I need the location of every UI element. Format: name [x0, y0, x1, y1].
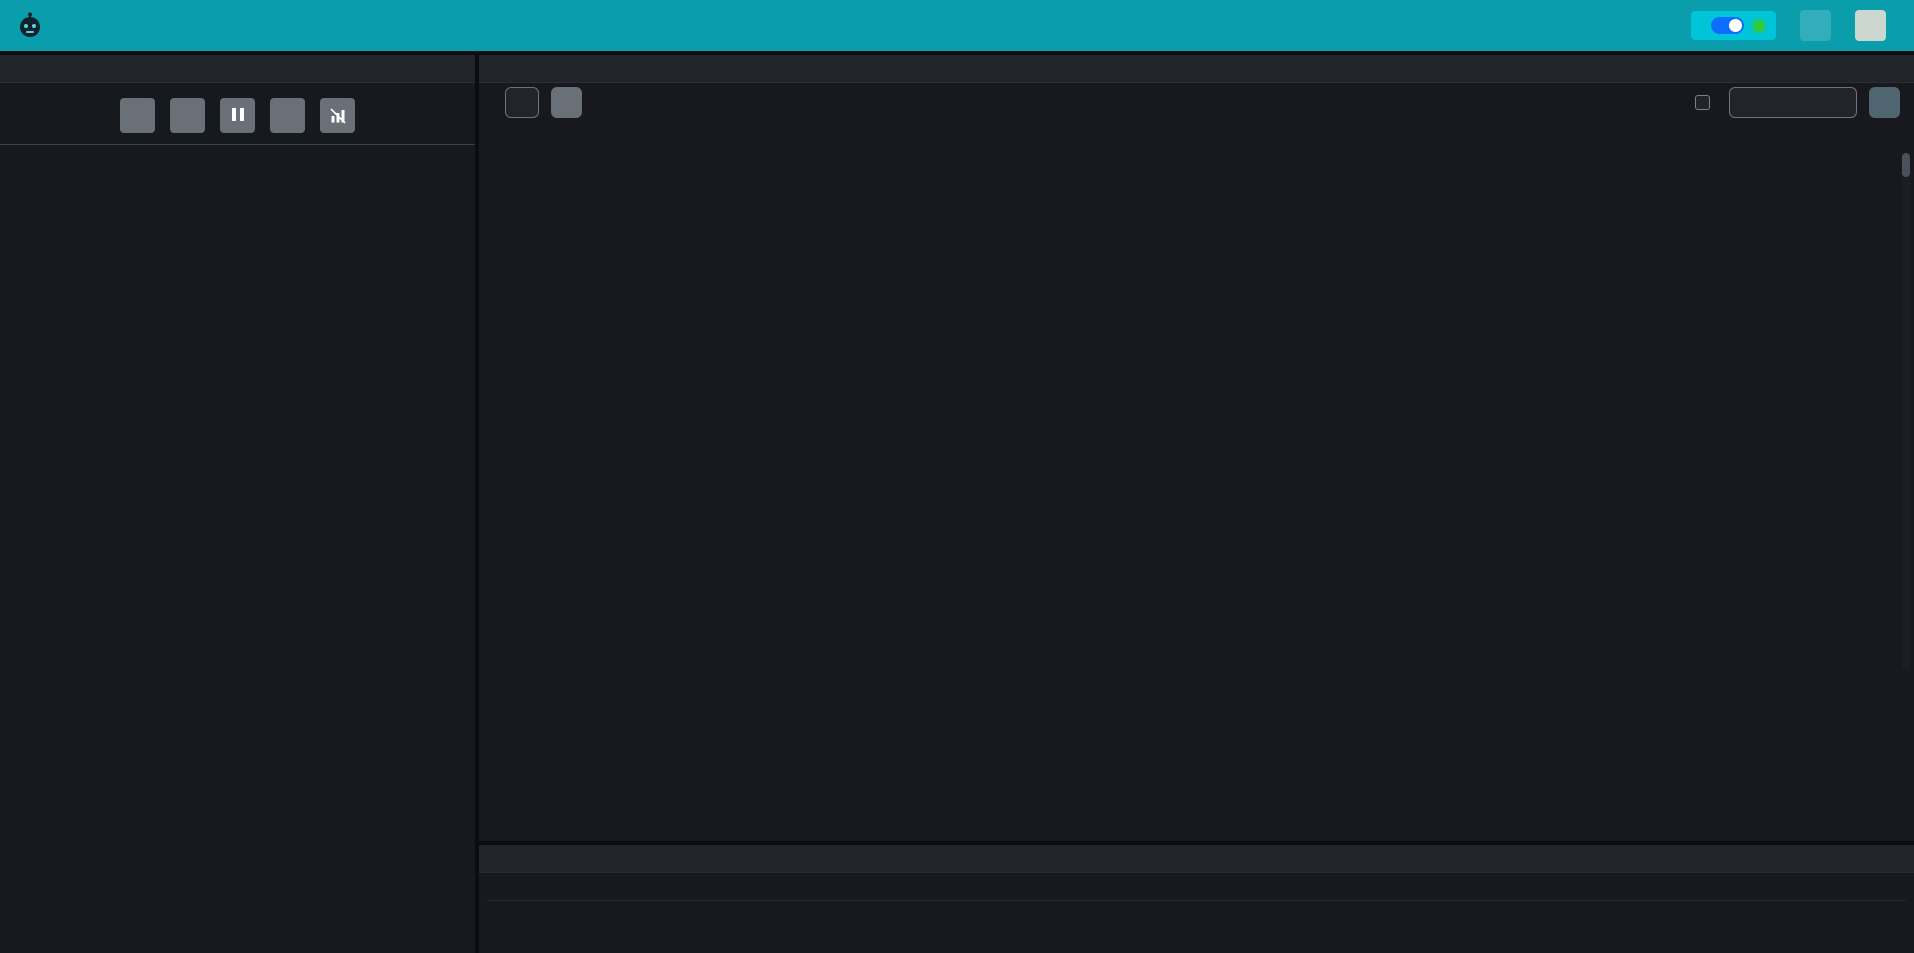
price-chart-canvas[interactable] [487, 145, 1908, 835]
toggle-knob [1729, 19, 1742, 32]
pair-select[interactable] [505, 86, 539, 118]
chart-clear-icon [329, 107, 346, 124]
chart-body [487, 145, 1910, 835]
navbar [0, 0, 1914, 51]
open-trades-empty-message [487, 889, 1906, 901]
chart-panel-header [479, 55, 1914, 83]
pair-list [0, 154, 475, 953]
chart-scrollbar-thumb[interactable] [1902, 153, 1910, 177]
chart-scrollbar[interactable] [1902, 153, 1910, 669]
freqtrade-logo-icon [16, 12, 44, 40]
refresh-chart-button[interactable] [551, 86, 582, 118]
avatar[interactable] [1855, 10, 1886, 41]
heikin-ashi-checkbox[interactable] [1695, 94, 1710, 110]
reload-config-button[interactable] [270, 98, 305, 133]
pause-icon [230, 107, 246, 124]
open-trades-header [479, 845, 1914, 873]
plot-config-select[interactable] [1729, 86, 1857, 118]
bot-selector[interactable] [1691, 11, 1776, 40]
open-trades-columns [479, 873, 1914, 889]
play-button[interactable] [120, 98, 155, 133]
clear-chart-button[interactable] [320, 98, 355, 133]
bot-toggle[interactable] [1711, 17, 1744, 34]
refresh-bot-button[interactable] [1800, 10, 1831, 41]
chart-panel [479, 55, 1914, 841]
chart-toolbar [479, 83, 1914, 121]
open-trades-panel [479, 845, 1914, 953]
multi-pane-tabs [0, 144, 475, 145]
multi-pane-header [0, 55, 475, 83]
pause-button[interactable] [220, 98, 255, 133]
bot-online-indicator [1753, 19, 1765, 32]
multi-pane-panel [0, 55, 475, 953]
bot-controls [0, 83, 475, 144]
stop-button[interactable] [170, 98, 205, 133]
chart-legend [479, 121, 1914, 145]
plot-settings-button[interactable] [1869, 86, 1900, 118]
